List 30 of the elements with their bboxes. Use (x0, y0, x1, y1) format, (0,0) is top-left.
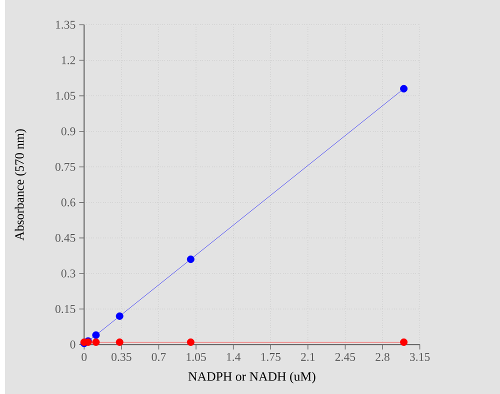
point (186, 338, 194, 346)
y-tick-label: 1.35 (56, 20, 76, 29)
x-tick-label: 0.7 (152, 352, 166, 362)
point (92, 338, 100, 346)
x-tick-label: 0.35 (112, 352, 132, 362)
x-tick-label: 0 (82, 352, 87, 361)
point (400, 338, 408, 346)
x-tick-label: 2.1 (301, 352, 315, 361)
x-tick-label: 1.4 (226, 352, 241, 361)
y-tick-label: 0 (70, 340, 76, 349)
point (186, 255, 194, 264)
x-tick-label: 2.45 (335, 352, 356, 361)
y-tick-label: 0.3 (61, 269, 76, 278)
x-tick-label: 1.05 (186, 352, 206, 362)
x-tick-label: 3.15 (410, 352, 430, 361)
y-tick-label: 0.45 (55, 234, 76, 242)
y-tick-label: 1.05 (56, 92, 76, 100)
point (116, 338, 124, 346)
y-axis-title: Absorbance (570 nm) (14, 129, 26, 240)
y-tick-label: 0.75 (55, 162, 76, 171)
x-axis-title: NADPH or NADH (uM) (188, 372, 316, 384)
y-tick-label: 0.6 (61, 198, 76, 206)
point (116, 312, 124, 320)
y-tick-label: 0.9 (61, 127, 76, 136)
point (92, 331, 100, 339)
x-tick-label: 1.75 (261, 352, 281, 361)
y-tick-label: 1.2 (62, 56, 76, 64)
y-tick-label: 0.15 (55, 304, 76, 314)
point (400, 84, 408, 92)
x-tick-label: 2.8 (376, 352, 390, 362)
